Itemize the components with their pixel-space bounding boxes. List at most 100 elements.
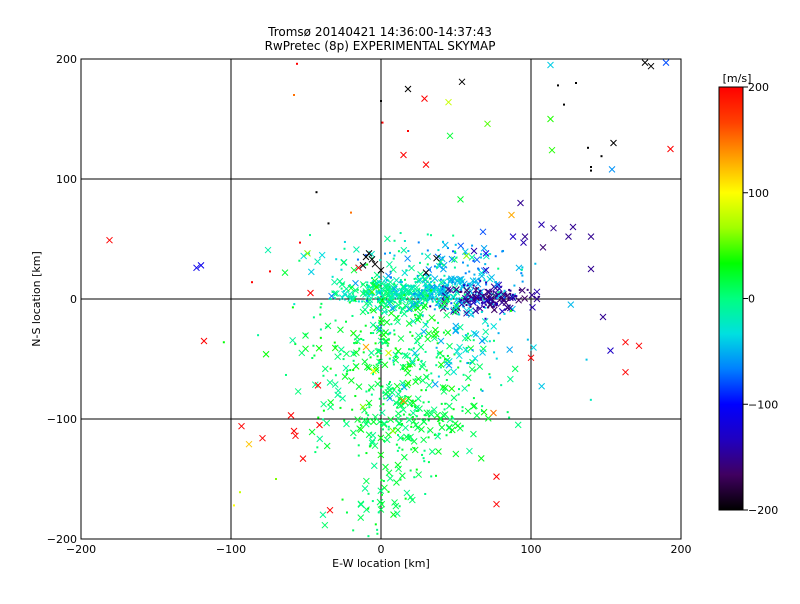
data-point-x-marker [548,146,556,154]
cluster-x-marker [416,405,423,412]
cluster-dot-marker [475,287,478,290]
cluster-dot-marker [421,453,424,456]
cluster-dot-marker [387,305,390,308]
cluster-dot-marker [402,368,405,371]
cluster-x-marker [326,379,334,386]
cluster-x-marker [444,369,451,376]
cluster-dot-marker [452,417,455,420]
cluster-dot-marker [257,334,260,337]
cluster-dot-marker [401,448,404,451]
cluster-x-marker [463,309,470,317]
data-point-x-marker [259,434,266,442]
cluster-dot-marker [401,422,404,425]
cluster-x-marker [458,300,466,308]
cluster-dot-marker [407,293,410,296]
cluster-x-marker [528,291,536,299]
cluster-dot-marker [444,358,447,361]
cluster-dot-marker [461,406,464,409]
cluster-x-marker [388,304,396,312]
cluster-dot-marker [438,422,441,425]
cluster-dot-marker [356,288,359,291]
cluster-dot-marker [380,312,383,315]
cluster-dot-marker [526,338,529,341]
cluster-dot-marker [374,342,377,345]
cluster-x-marker [392,356,400,364]
cluster-x-marker [359,308,367,316]
cluster-dot-marker [379,291,382,294]
cluster-dot-marker [481,389,484,392]
cluster-x-marker [469,358,476,366]
cluster-dot-marker [353,290,356,293]
cluster-dot-marker [430,475,433,478]
cluster-x-marker [404,255,411,262]
cluster-dot-marker [392,290,395,293]
cluster-dot-marker [393,427,396,430]
data-point-x-marker [520,239,527,246]
cluster-dot-marker [497,332,500,335]
x-tick-label: 200 [671,543,692,556]
cluster-dot-marker [339,406,342,409]
cluster-dot-marker [314,451,317,454]
data-point-x-marker [362,343,370,351]
colorbar: [m/s] 200 100 0 −100 −200 [718,72,778,517]
cluster-dot-marker [361,300,364,303]
cluster-x-marker [450,394,458,402]
cluster-dot-marker [409,331,412,334]
data-point-x-marker [404,379,412,387]
cluster-x-marker [318,251,326,259]
cluster-dot-marker [466,332,469,335]
data-point-x-marker [493,473,500,480]
cluster-x-marker [457,242,465,250]
cluster-x-marker [521,295,529,302]
cluster-x-marker [445,358,453,365]
data-point-x-marker [667,145,674,153]
cluster-dot-marker [472,259,475,262]
colorbar-tick-label: 200 [748,81,769,94]
cluster-dot-marker [335,258,338,261]
cluster-dot-marker [380,493,383,496]
data-point-x-marker [635,342,643,350]
cluster-x-marker [393,382,401,390]
cluster-x-marker [395,465,402,473]
cluster-dot-marker [391,387,394,390]
cluster-x-marker [437,361,445,368]
cluster-x-marker [323,419,331,427]
cluster-x-marker [374,305,382,312]
cluster-dot-marker [399,279,402,282]
cluster-x-marker [439,412,447,419]
cluster-x-marker [337,326,344,334]
data-point-x-marker [290,427,298,435]
cluster-dot-marker [424,284,427,287]
cluster-dot-marker [480,409,483,412]
cluster-dot-marker [509,289,512,292]
cluster-dot-marker [366,281,369,284]
cluster-dot-marker [425,323,428,326]
cluster-dot-marker [427,274,430,277]
cluster-dot-marker [368,403,371,406]
cluster-x-marker [460,280,468,288]
cluster-dot-marker [508,416,511,419]
cluster-dot-marker [450,302,453,305]
cluster-x-marker [399,406,407,413]
cluster-dot-marker [380,479,383,482]
data-point-x-marker [373,283,380,291]
cluster-x-marker [452,326,460,334]
cluster-x-marker [380,420,388,427]
data-point-x-marker [365,250,373,257]
cluster-x-marker [463,297,470,305]
data-point-x-marker [482,266,490,274]
cluster-dot-marker [366,284,369,287]
cluster-x-marker [402,424,409,432]
cluster-x-marker [431,275,439,283]
cluster-x-marker [461,248,469,255]
cluster-dot-marker [487,306,490,309]
cluster-dot-marker [408,292,411,295]
cluster-x-marker [441,300,448,307]
cluster-x-marker [315,344,323,352]
data-point-x-marker [458,78,466,86]
data-point-dot-marker [557,84,559,87]
cluster-dot-marker [349,369,352,372]
cluster-dot-marker [382,337,385,340]
cluster-dot-marker [415,415,418,418]
cluster-dot-marker [462,373,465,376]
